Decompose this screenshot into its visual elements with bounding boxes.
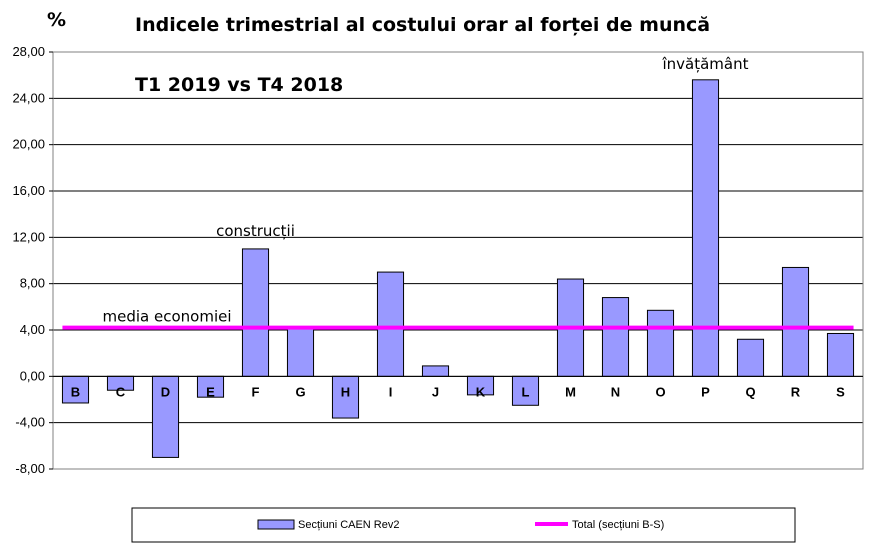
annotation-invatamant: învățământ [661,55,748,73]
category-labels: B C D E F G H I J K L M N O P Q R S [71,384,845,399]
bar-d [151,375,180,458]
bar-f [241,248,270,377]
y-unit-label: % [47,9,66,31]
x-tick-label-o: O [655,384,665,399]
plot-area [52,51,864,470]
annotation-media-economiei: media economiei [103,308,232,326]
bar-p [691,79,720,377]
bar-o [646,309,675,377]
x-tick-label-c: C [116,384,126,399]
x-tick-label-e: E [206,384,215,399]
x-tick-label-i: I [389,384,393,399]
bar-s [826,332,855,377]
x-tick-label-f: F [252,384,260,399]
y-axis-ticks: -8,00 -4,00 0,00 4,00 8,00 12,00 16,00 20,00 24,… [12,44,53,476]
y-tick-label-0: -8,00 [15,461,45,476]
legend-box [131,507,796,543]
x-tick-label-s: S [836,384,845,399]
x-tick-label-k: K [476,384,486,399]
x-tick-label-g: G [295,384,305,399]
bar-n [601,297,630,377]
bar-b [61,375,90,404]
legend-bar-label: Secțiuni CAEN Rev2 [298,519,400,531]
bars [61,79,855,458]
legend: Secțiuni CAEN Rev2 Total (secțiuni B-S) [131,507,796,543]
x-tick-label-m: M [565,384,576,399]
bar-j [421,365,450,377]
chart-subtitle: T1 2019 vs T4 2018 [135,74,343,96]
x-tick-label-r: R [791,384,801,399]
y-tick-label-7: 20,00 [12,137,45,152]
y-tick-label-6: 16,00 [12,183,45,198]
x-tick-label-h: H [341,384,350,399]
bar-i [376,271,405,377]
chart-title: Indicele trimestrial al costului orar al… [135,14,710,36]
annotation-constructii: construcții [216,222,295,240]
x-tick-label-j: J [432,384,439,399]
bar-q [736,338,765,377]
y-tick-label-2: 0,00 [20,368,45,383]
bar-g [286,327,315,377]
legend-bar-swatch [257,519,295,530]
y-tick-label-9: 28,00 [12,44,45,59]
x-tick-label-d: D [161,384,170,399]
x-tick-label-n: N [611,384,620,399]
x-tick-label-b: B [71,384,80,399]
x-tick-label-l: L [522,384,530,399]
y-tick-label-1: -4,00 [15,415,45,430]
y-tick-label-3: 4,00 [20,322,45,337]
y-tick-label-4: 8,00 [20,276,45,291]
y-tick-label-8: 24,00 [12,90,45,105]
legend-line-label: Total (secțiuni B-S) [572,519,664,531]
x-tick-label-p: P [701,384,710,399]
x-tick-label-q: Q [745,384,755,399]
bar-h [331,375,360,419]
bar-r [781,266,810,377]
y-tick-label-5: 12,00 [12,229,45,244]
bar-l [511,375,540,406]
